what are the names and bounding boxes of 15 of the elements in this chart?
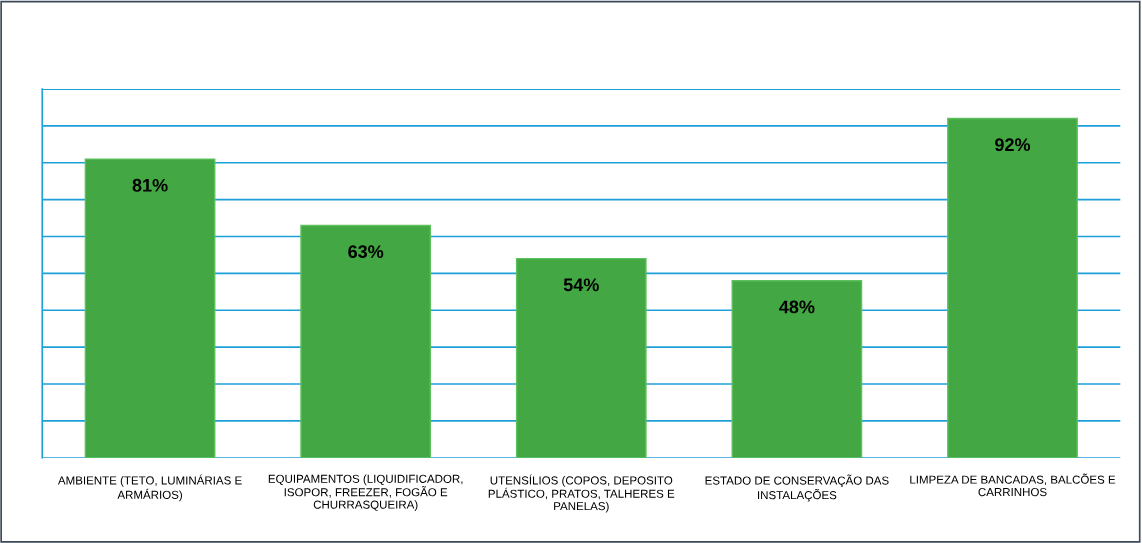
- bar: [731, 280, 863, 458]
- bar: [300, 224, 432, 458]
- data-label: 54%: [563, 278, 599, 292]
- x-tick-label: EQUIPAMENTOS (LIQUIDIFICADOR, ISOPOR, FREEZER, FOGÃO E CHURRASQUEIRA): [268, 474, 463, 512]
- data-label: 63%: [348, 245, 384, 259]
- x-tick-label: AMBIENTE (TETO, LUMINÁRIAS E ARMÁRIOS): [57, 474, 242, 502]
- x-tick-label: LIMPEZA DE BANCADAS, BALCÕES E CARRINHOS: [910, 473, 1116, 497]
- data-label: 48%: [779, 300, 815, 314]
- data-label: 81%: [132, 178, 168, 192]
- bar: [947, 117, 1078, 458]
- x-tick-label: ESTADO DE CONSERVAÇÃO DAS INSTALAÇÕES: [705, 474, 889, 502]
- data-label: 92%: [995, 138, 1031, 152]
- bar: [84, 158, 216, 458]
- x-tick-label: UTENSÍLIOS (COPOS, DEPOSITO PLÁSTICO, PRATOS, TALHERES E PANELAS): [488, 474, 675, 513]
- bar: [515, 257, 647, 458]
